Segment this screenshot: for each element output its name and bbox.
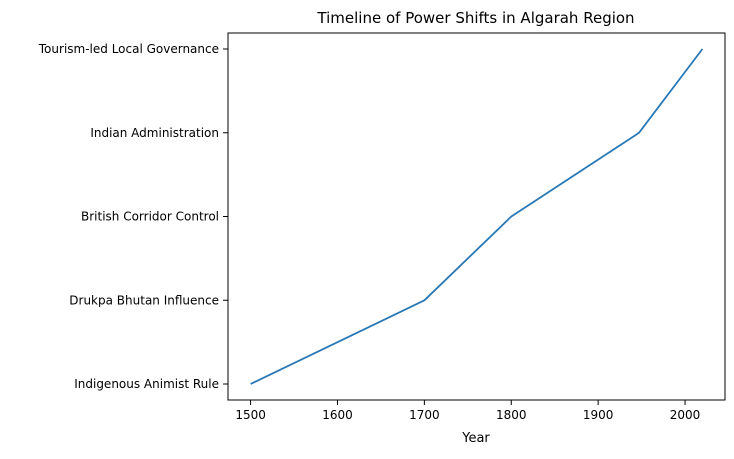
y-tick-label: Indigenous Animist Rule (74, 377, 219, 391)
y-axis: Indigenous Animist Rule Drukpa Bhutan Inf… (38, 42, 228, 391)
x-tick-label: 1600 (322, 408, 353, 422)
x-tick-label: 1700 (409, 408, 440, 422)
x-axis-label: Year (461, 431, 490, 446)
plot-area (227, 32, 726, 401)
series-layer (250, 48, 704, 385)
x-tick-label: 1500 (235, 408, 266, 422)
y-tick-label: British Corridor Control (81, 210, 219, 224)
x-tick-label: 1900 (583, 408, 614, 422)
chart-title: Timeline of Power Shifts in Algarah Regi… (316, 9, 634, 27)
y-tick-label: Drukpa Bhutan Influence (69, 293, 219, 307)
x-axis: 1500 1600 1700 1800 1900 2000 (235, 400, 700, 422)
x-tick-label: 2000 (670, 408, 701, 422)
plot-frame (227, 32, 726, 401)
series-line (250, 48, 704, 385)
y-tick-label: Tourism-led Local Governance (38, 42, 219, 56)
y-tick-label: Indian Administration (90, 126, 219, 140)
x-tick-label: 1800 (496, 408, 527, 422)
